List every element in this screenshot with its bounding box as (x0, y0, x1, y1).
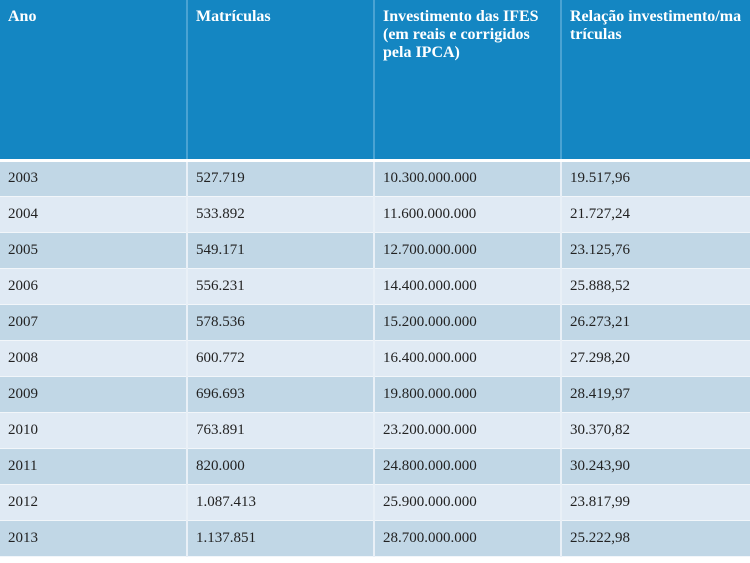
header-matriculas: Matrículas (187, 0, 375, 162)
cell-relacao: 30.243,90 (561, 448, 750, 485)
cell-matriculas: 527.719 (187, 160, 375, 197)
table-row: 2006 556.231 14.400.000.000 25.888,52 (0, 268, 750, 305)
cell-matriculas: 696.693 (187, 376, 375, 413)
cell-relacao: 28.419,97 (561, 376, 750, 413)
cell-relacao: 27.298,20 (561, 340, 750, 377)
cell-investimento: 16.400.000.000 (374, 340, 562, 377)
cell-ano: 2009 (0, 376, 188, 413)
header-investimento: Investimento das IFES (em reais e corrig… (374, 0, 562, 162)
cell-investimento: 23.200.000.000 (374, 412, 562, 449)
table-row: 2010 763.891 23.200.000.000 30.370,82 (0, 412, 750, 449)
cell-investimento: 24.800.000.000 (374, 448, 562, 485)
cell-relacao: 23.125,76 (561, 232, 750, 269)
cell-matriculas: 578.536 (187, 304, 375, 341)
cell-matriculas: 533.892 (187, 196, 375, 233)
cell-ano: 2010 (0, 412, 188, 449)
cell-ano: 2013 (0, 520, 188, 557)
table-header: Ano Matrículas Investimento das IFES (em… (0, 0, 750, 162)
table-row: 2005 549.171 12.700.000.000 23.125,76 (0, 232, 750, 269)
cell-relacao: 25.222,98 (561, 520, 750, 557)
cell-relacao: 26.273,21 (561, 304, 750, 341)
table-row: 2008 600.772 16.400.000.000 27.298,20 (0, 340, 750, 377)
table-row: 2013 1.137.851 28.700.000.000 25.222,98 (0, 520, 750, 557)
cell-relacao: 30.370,82 (561, 412, 750, 449)
cell-matriculas: 1.137.851 (187, 520, 375, 557)
cell-ano: 2012 (0, 484, 188, 521)
header-relacao: Relação investimento/matrículas (561, 0, 750, 162)
cell-ano: 2005 (0, 232, 188, 269)
cell-ano: 2008 (0, 340, 188, 377)
cell-relacao: 23.817,99 (561, 484, 750, 521)
cell-matriculas: 549.171 (187, 232, 375, 269)
cell-matriculas: 1.087.413 (187, 484, 375, 521)
table-row: 2012 1.087.413 25.900.000.000 23.817,99 (0, 484, 750, 521)
cell-investimento: 10.300.000.000 (374, 160, 562, 197)
table-row: 2004 533.892 11.600.000.000 21.727,24 (0, 196, 750, 233)
table-row: 2009 696.693 19.800.000.000 28.419,97 (0, 376, 750, 413)
cell-matriculas: 600.772 (187, 340, 375, 377)
table-body: 2003 527.719 10.300.000.000 19.517,96 2004 53… (0, 160, 750, 557)
header-row: Ano Matrículas Investimento das IFES (em… (0, 0, 750, 162)
cell-matriculas: 556.231 (187, 268, 375, 305)
cell-investimento: 14.400.000.000 (374, 268, 562, 305)
cell-ano: 2003 (0, 160, 188, 197)
table-row: 2003 527.719 10.300.000.000 19.517,96 (0, 160, 750, 197)
header-ano: Ano (0, 0, 188, 162)
cell-investimento: 25.900.000.000 (374, 484, 562, 521)
cell-matriculas: 763.891 (187, 412, 375, 449)
cell-relacao: 25.888,52 (561, 268, 750, 305)
cell-relacao: 19.517,96 (561, 160, 750, 197)
cell-ano: 2007 (0, 304, 188, 341)
cell-investimento: 12.700.000.000 (374, 232, 562, 269)
cell-investimento: 15.200.000.000 (374, 304, 562, 341)
cell-matriculas: 820.000 (187, 448, 375, 485)
table-row: 2011 820.000 24.800.000.000 30.243,90 (0, 448, 750, 485)
cell-investimento: 11.600.000.000 (374, 196, 562, 233)
cell-investimento: 19.800.000.000 (374, 376, 562, 413)
cell-ano: 2004 (0, 196, 188, 233)
cell-ano: 2006 (0, 268, 188, 305)
cell-ano: 2011 (0, 448, 188, 485)
table-row: 2007 578.536 15.200.000.000 26.273,21 (0, 304, 750, 341)
cell-investimento: 28.700.000.000 (374, 520, 562, 557)
cell-relacao: 21.727,24 (561, 196, 750, 233)
